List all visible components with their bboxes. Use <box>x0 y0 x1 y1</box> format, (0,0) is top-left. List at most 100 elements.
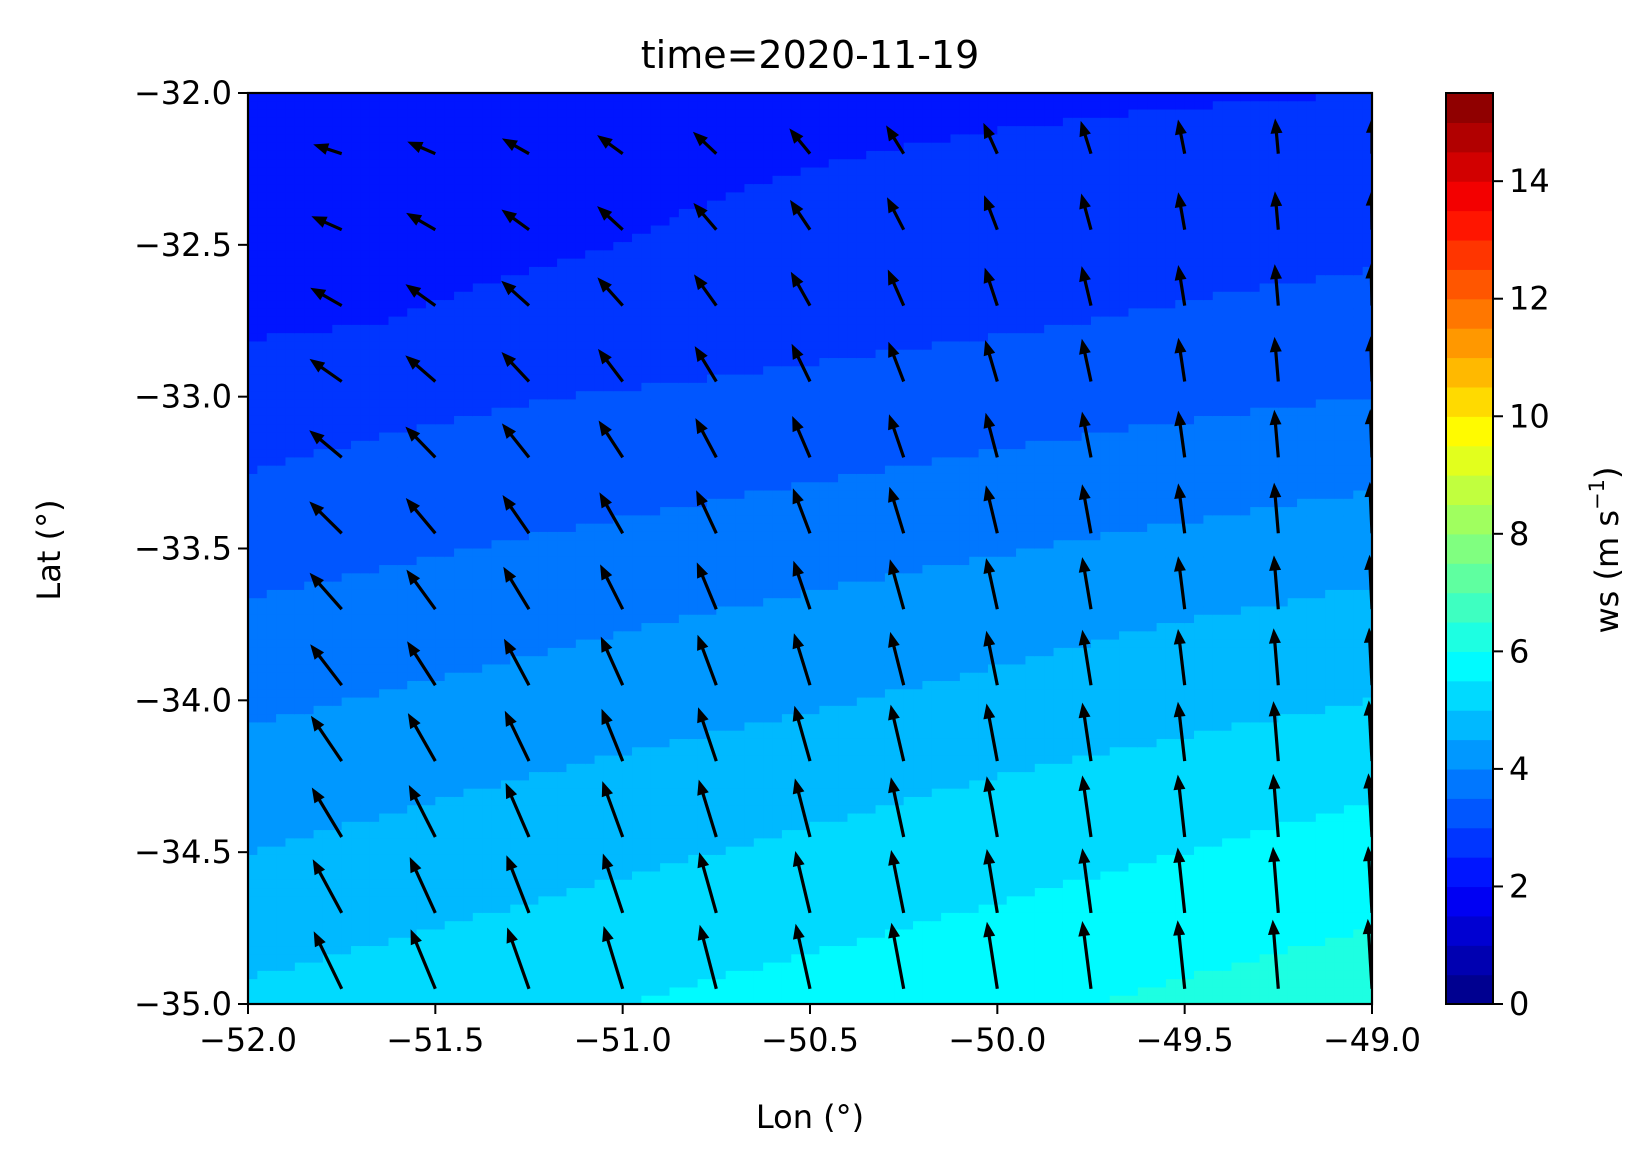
contour-cell <box>519 424 530 434</box>
contour-cell <box>660 159 671 169</box>
contour-cell <box>557 407 568 417</box>
contour-cell <box>285 482 296 492</box>
contour-cell <box>482 134 493 144</box>
contour-cell <box>500 970 512 980</box>
contour-cell <box>304 250 315 260</box>
contour-cell <box>632 954 643 964</box>
contour-cell <box>632 515 643 525</box>
contour-cell <box>425 308 437 318</box>
contour-cell <box>444 200 455 210</box>
contour-cell <box>397 449 409 459</box>
contour-cell <box>566 175 577 185</box>
contour-cell <box>425 424 437 434</box>
contour-cell <box>529 242 540 252</box>
contour-cell <box>482 507 493 517</box>
contour-cell <box>379 912 390 922</box>
contour-cell <box>547 208 558 219</box>
contour-cell <box>632 399 643 409</box>
contour-cell <box>500 308 512 318</box>
contour-cell <box>603 747 615 757</box>
contour-cell <box>500 324 512 334</box>
contour-cell <box>603 573 615 583</box>
contour-cell <box>341 714 352 724</box>
contour-cell <box>454 763 465 773</box>
contour-cell <box>585 598 596 608</box>
contour-cell <box>547 921 558 931</box>
contour-cell <box>622 233 633 243</box>
contour-cell <box>510 772 521 782</box>
contour-cell <box>294 747 305 757</box>
contour-cell <box>557 606 568 616</box>
contour-cell <box>285 548 296 558</box>
contour-cell <box>557 258 568 268</box>
contour-cell <box>444 275 455 285</box>
contour-cell <box>454 681 465 691</box>
contour-cell <box>248 954 259 964</box>
contour-cell <box>407 896 418 906</box>
contour-cell <box>519 225 530 235</box>
contour-cell <box>266 358 277 368</box>
contour-cell <box>594 382 605 392</box>
contour-cell <box>360 772 371 782</box>
contour-cell <box>397 366 409 376</box>
contour-cell <box>351 192 362 202</box>
contour-cell <box>603 225 615 235</box>
contour-cell <box>444 159 455 169</box>
contour-cell <box>575 308 586 318</box>
contour-cell <box>594 391 605 401</box>
contour-cell <box>257 879 268 889</box>
contour-cell <box>379 382 390 392</box>
contour-cell <box>472 606 483 616</box>
contour-cell <box>650 266 661 276</box>
contour-cell <box>425 912 437 922</box>
contour-cell <box>529 788 540 798</box>
contour-cell <box>351 573 362 583</box>
contour-cell <box>594 896 605 906</box>
contour-cell <box>313 300 324 310</box>
contour-cell <box>575 324 586 334</box>
contour-cell <box>341 581 352 591</box>
contour-cell <box>276 175 287 185</box>
contour-cell <box>622 134 633 144</box>
contour-cell <box>360 291 371 301</box>
contour-cell <box>463 962 474 972</box>
contour-cell <box>341 126 352 136</box>
contour-cell <box>285 192 296 202</box>
contour-cell <box>351 382 362 392</box>
contour-cell <box>454 589 465 599</box>
contour-cell <box>294 109 305 119</box>
contour-cell <box>369 407 380 417</box>
contour-cell <box>341 109 352 119</box>
contour-cell <box>454 689 465 699</box>
contour-cell <box>529 664 540 674</box>
contour-cell <box>613 258 624 268</box>
contour-cell <box>444 283 455 293</box>
contour-cell <box>538 101 549 111</box>
contour-cell <box>416 548 427 558</box>
contour-cell <box>622 258 633 268</box>
contour-cell <box>585 556 596 566</box>
contour-cell <box>641 838 652 848</box>
contour-cell <box>529 457 540 467</box>
contour-cell <box>388 879 399 889</box>
contour-cell <box>557 921 568 931</box>
contour-cell <box>538 415 549 426</box>
contour-cell <box>351 523 362 533</box>
contour-cell <box>257 175 268 185</box>
contour-cell <box>463 730 474 740</box>
contour-cell <box>650 581 661 591</box>
contour-cell <box>416 821 427 831</box>
contour-cell <box>547 93 558 103</box>
contour-cell <box>632 904 643 914</box>
contour-cell <box>304 962 315 972</box>
contour-cell <box>529 929 540 939</box>
contour-cell <box>632 697 643 707</box>
contour-cell <box>332 664 343 674</box>
contour-cell <box>266 540 277 550</box>
contour-cell <box>444 929 455 939</box>
contour-cell <box>622 208 633 219</box>
contour-cell <box>313 755 324 765</box>
contour-cell <box>397 200 409 210</box>
contour-cell <box>304 846 315 856</box>
contour-cell <box>613 565 624 575</box>
